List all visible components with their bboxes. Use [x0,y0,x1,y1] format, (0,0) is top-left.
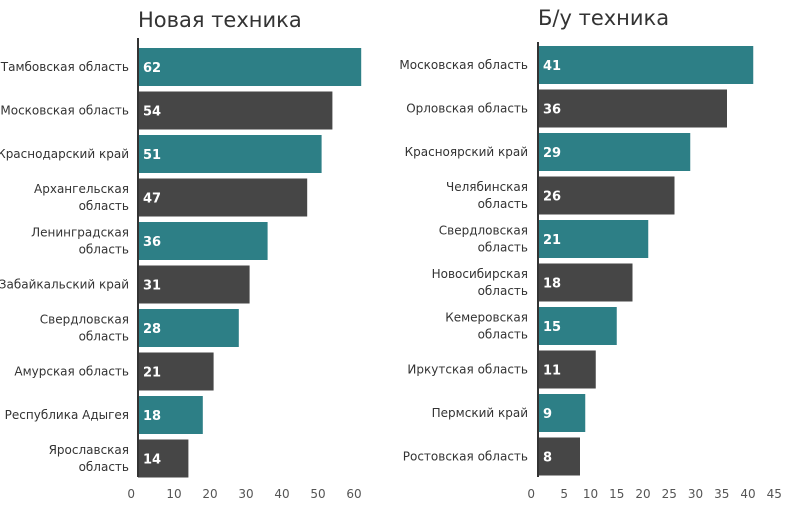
x-tick-label: 20 [202,487,217,501]
data-label: 62 [143,61,161,76]
bar [538,263,633,302]
data-label: 8 [543,451,552,466]
category-label: Ростовская область [403,450,528,464]
category-label: Краснодарский край [0,147,129,161]
data-label: 36 [143,235,161,250]
category-label: Архангельская область [34,182,129,213]
x-tick-label: 50 [310,487,325,501]
category-label: Свердловская область [439,224,528,255]
category-label: Тамбовская область [0,60,129,74]
x-tick-label: 20 [635,487,650,501]
x-tick-label: 40 [740,487,755,501]
bar [138,48,362,86]
category-label: Челябинская область [446,180,528,211]
bar [538,307,617,345]
data-label: 9 [543,407,552,422]
bar [538,176,675,215]
category-label: Республика Адыгея [5,408,129,422]
data-label: 29 [543,146,561,161]
category-label: Кемеровская область [445,311,528,342]
data-label: 18 [143,409,161,424]
category-label: Ярославская область [49,443,129,474]
data-label: 11 [543,364,561,379]
x-tick-label: 45 [767,487,782,501]
bar [138,352,214,391]
category-label: Московская область [0,104,129,118]
data-label: 28 [143,322,161,337]
data-label: 15 [543,320,561,335]
x-tick-label: 15 [609,487,624,501]
category-label: Иркутская область [407,363,528,377]
category-label: Пермский край [432,406,528,420]
data-label: 54 [143,105,161,120]
bar [138,309,239,347]
data-label: 18 [543,277,561,292]
x-tick-label: 25 [662,487,677,501]
bar [138,265,250,304]
x-tick-label: 10 [583,487,598,501]
bar [538,437,580,476]
data-label: 26 [543,190,561,205]
chart-used-equipment: Б/у техника 41 Московская область 36 Орловс… [399,6,782,501]
category-label: Забайкальский край [0,278,129,292]
x-tick-label: 5 [560,487,568,501]
bar [138,439,189,478]
category-label: Орловская область [406,102,528,116]
data-label: 51 [143,148,161,163]
data-label: 47 [143,192,161,207]
x-tick-label: 0 [527,487,535,501]
bar [138,91,333,130]
x-tick-label: 40 [274,487,289,501]
category-label: Свердловская область [40,313,129,344]
x-tick-label: 60 [346,487,361,501]
x-tick-label: 30 [688,487,703,501]
bar [538,46,754,84]
data-label: 31 [143,279,161,294]
bar [138,135,322,173]
x-tick-label: 0 [127,487,135,501]
data-label: 41 [543,59,561,74]
bar [538,89,727,128]
chart-title: Б/у техника [538,6,669,30]
x-tick-label: 10 [166,487,181,501]
data-label: 21 [543,233,561,248]
bar [538,133,691,171]
data-label: 36 [543,103,561,118]
bar [138,178,308,217]
category-label: Красноярский край [405,145,528,159]
chart-title: Новая техника [138,8,302,32]
category-label: Ленинградская область [31,226,129,257]
data-label: 21 [143,366,161,381]
x-tick-label: 35 [714,487,729,501]
category-label: Новосибирская область [432,267,528,298]
chart-new-equipment: Новая техника 62 Тамбовская область 54 Моск… [0,8,362,501]
bar [538,394,586,432]
data-label: 14 [143,453,161,468]
category-label: Амурская область [14,365,129,379]
category-label: Московская область [399,58,528,72]
bar [538,350,596,389]
bar [538,220,649,258]
x-tick-label: 30 [238,487,253,501]
bar [138,222,268,260]
bar [138,396,203,434]
